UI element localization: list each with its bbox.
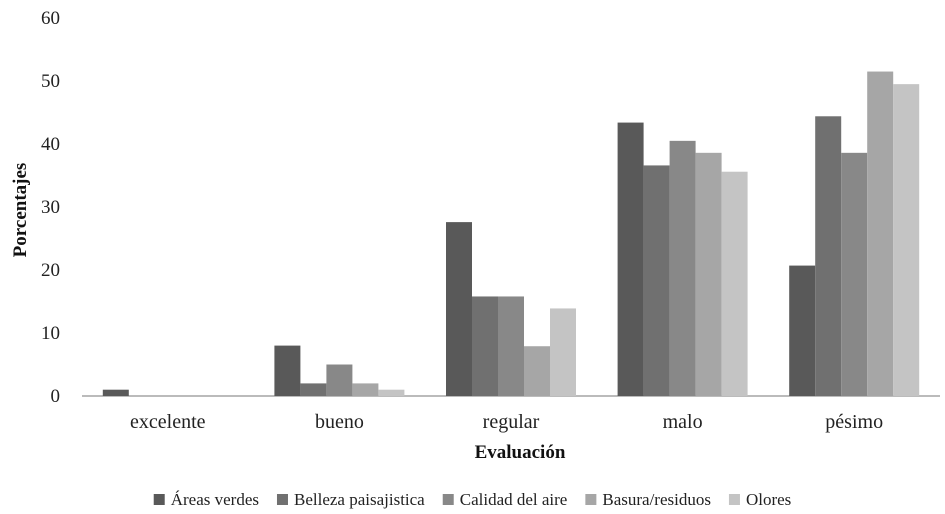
bar [498,296,524,396]
x-tick-label: bueno [315,411,364,433]
y-tick-label: 40 [41,134,60,155]
bar [841,152,868,396]
bar [446,222,472,396]
legend-swatch [585,494,597,505]
legend-swatch [276,494,288,505]
y-tick-label: 30 [41,197,60,218]
x-tick-label: malo [663,411,703,433]
bar [669,140,696,396]
y-axis-ticks: 0 10 20 30 40 50 60 [41,8,60,407]
bar [378,389,405,396]
y-tick-label: 50 [41,71,60,92]
legend-swatch [442,494,454,505]
legend-label: Calidad del aire [460,490,568,509]
bar [789,265,816,396]
bar [893,84,920,397]
x-axis-title: Evaluación [475,442,566,463]
x-tick-label: regular [483,411,540,433]
bar [326,364,353,396]
legend-label: Basura/residuos [602,490,711,509]
legend-label: Áreas verdes [171,490,259,509]
bar [524,346,550,396]
bar [352,383,379,396]
bar [867,71,894,397]
x-tick-label: pésimo [825,411,883,433]
x-tick-label: excelente [130,411,206,433]
legend: Áreas verdes Belleza paisajistica Calidad … [153,490,791,509]
bar [695,152,722,396]
y-tick-label: 20 [41,260,60,281]
x-axis-categories: excelente bueno regular malo pésimo [130,411,883,433]
legend-label: Olores [746,490,791,509]
bar [643,165,670,396]
y-tick-label: 0 [51,386,61,407]
bars-group [102,71,920,397]
y-axis-title: Porcentajes [10,163,31,258]
legend-swatch [728,494,740,505]
legend-swatch [153,494,165,505]
y-tick-label: 10 [41,323,60,344]
bar [815,116,842,396]
bar [721,171,748,396]
bar [472,296,498,396]
bar [300,383,327,396]
bar [617,122,644,396]
y-tick-label: 60 [41,8,60,29]
legend-label: Belleza paisajistica [294,490,425,509]
bar [102,389,129,396]
bar [550,308,576,396]
bar [274,345,301,396]
